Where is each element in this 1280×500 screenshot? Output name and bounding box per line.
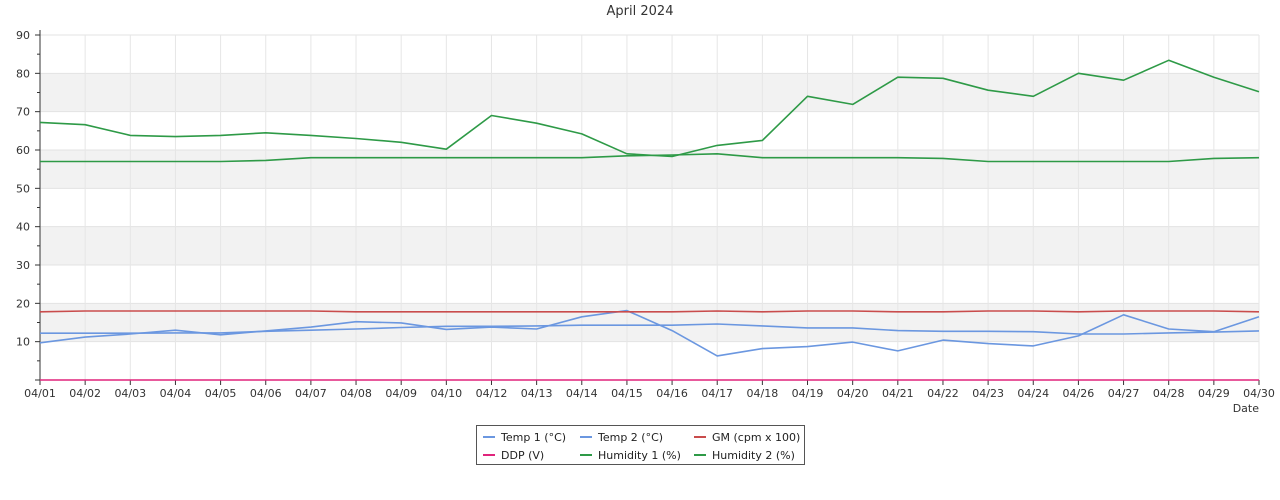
x-tick-label: 04/20 <box>837 387 869 400</box>
x-tick-label: 04/07 <box>295 387 327 400</box>
x-tick-label: 04/03 <box>114 387 146 400</box>
legend-label: Humidity 1 (%) <box>598 449 681 462</box>
series-line-gm-cpm-x-100 <box>39 310 1260 313</box>
x-tick-label: 04/12 <box>476 387 508 400</box>
x-tick-label: 04/15 <box>611 387 643 400</box>
y-tick-label: 40 <box>16 221 30 234</box>
legend-label: Humidity 2 (%) <box>712 449 795 462</box>
x-tick-label: 04/30 <box>1243 387 1275 400</box>
x-tick-label: 04/01 <box>24 387 56 400</box>
grid-band <box>40 303 1259 342</box>
legend: Temp 1 (°C) Temp 2 (°C) GM (cpm x 100) DDP … <box>476 425 805 465</box>
x-tick-label: 04/29 <box>1198 387 1230 400</box>
x-tick-label: 04/10 <box>430 387 462 400</box>
y-tick-label: 70 <box>16 106 30 119</box>
legend-box <box>476 425 805 465</box>
x-tick-label: 04/06 <box>250 387 282 400</box>
legend-label: Temp 1 (°C) <box>500 431 566 444</box>
y-tick-label: 90 <box>16 29 30 42</box>
legend-label: Temp 2 (°C) <box>597 431 663 444</box>
y-tick-label: 30 <box>16 259 30 272</box>
x-tick-label: 04/17 <box>701 387 733 400</box>
x-tick-label: 04/08 <box>340 387 372 400</box>
x-tick-label: 04/16 <box>656 387 688 400</box>
y-tick-label: 80 <box>16 67 30 80</box>
x-tick-label: 04/13 <box>521 387 553 400</box>
series-line-temp-2-c <box>39 309 1260 357</box>
x-tick-label: 04/05 <box>205 387 237 400</box>
grid-band <box>40 150 1259 189</box>
x-tick-label: 04/24 <box>1017 387 1049 400</box>
legend-label: DDP (V) <box>501 449 544 462</box>
y-tick-label: 50 <box>16 182 30 195</box>
y-tick-label: 60 <box>16 144 30 157</box>
x-tick-label: 04/26 <box>1063 387 1095 400</box>
legend-label: GM (cpm x 100) <box>712 431 800 444</box>
x-tick-label: 04/23 <box>972 387 1004 400</box>
x-axis-ticks: 04/01 04/02 04/03 04/04 04/05 04/06 04/07 04/08… <box>24 380 1275 400</box>
grid-band <box>40 73 1259 112</box>
y-axis-ticks: 10 20 30 40 50 60 70 80 90 <box>16 29 40 381</box>
series-lines <box>39 59 1260 381</box>
x-tick-label: 04/27 <box>1108 387 1140 400</box>
x-tick-label: 04/28 <box>1153 387 1185 400</box>
background-bands <box>40 73 1259 342</box>
y-tick-label: 20 <box>16 297 30 310</box>
x-axis-label: Date <box>1233 402 1260 415</box>
x-tick-label: 04/19 <box>792 387 824 400</box>
y-tick-label: 10 <box>16 336 30 349</box>
x-tick-label: 04/09 <box>385 387 417 400</box>
series-line-humidity-2 <box>40 153 1260 163</box>
x-tick-label: 04/18 <box>747 387 779 400</box>
chart-title: April 2024 <box>607 4 674 19</box>
x-tick-label: 04/21 <box>882 387 914 400</box>
x-tick-label: 04/22 <box>927 387 959 400</box>
x-tick-label: 04/04 <box>160 387 192 400</box>
x-tick-label: 04/02 <box>69 387 101 400</box>
x-tick-label: 04/14 <box>566 387 598 400</box>
grid-band <box>40 226 1259 265</box>
